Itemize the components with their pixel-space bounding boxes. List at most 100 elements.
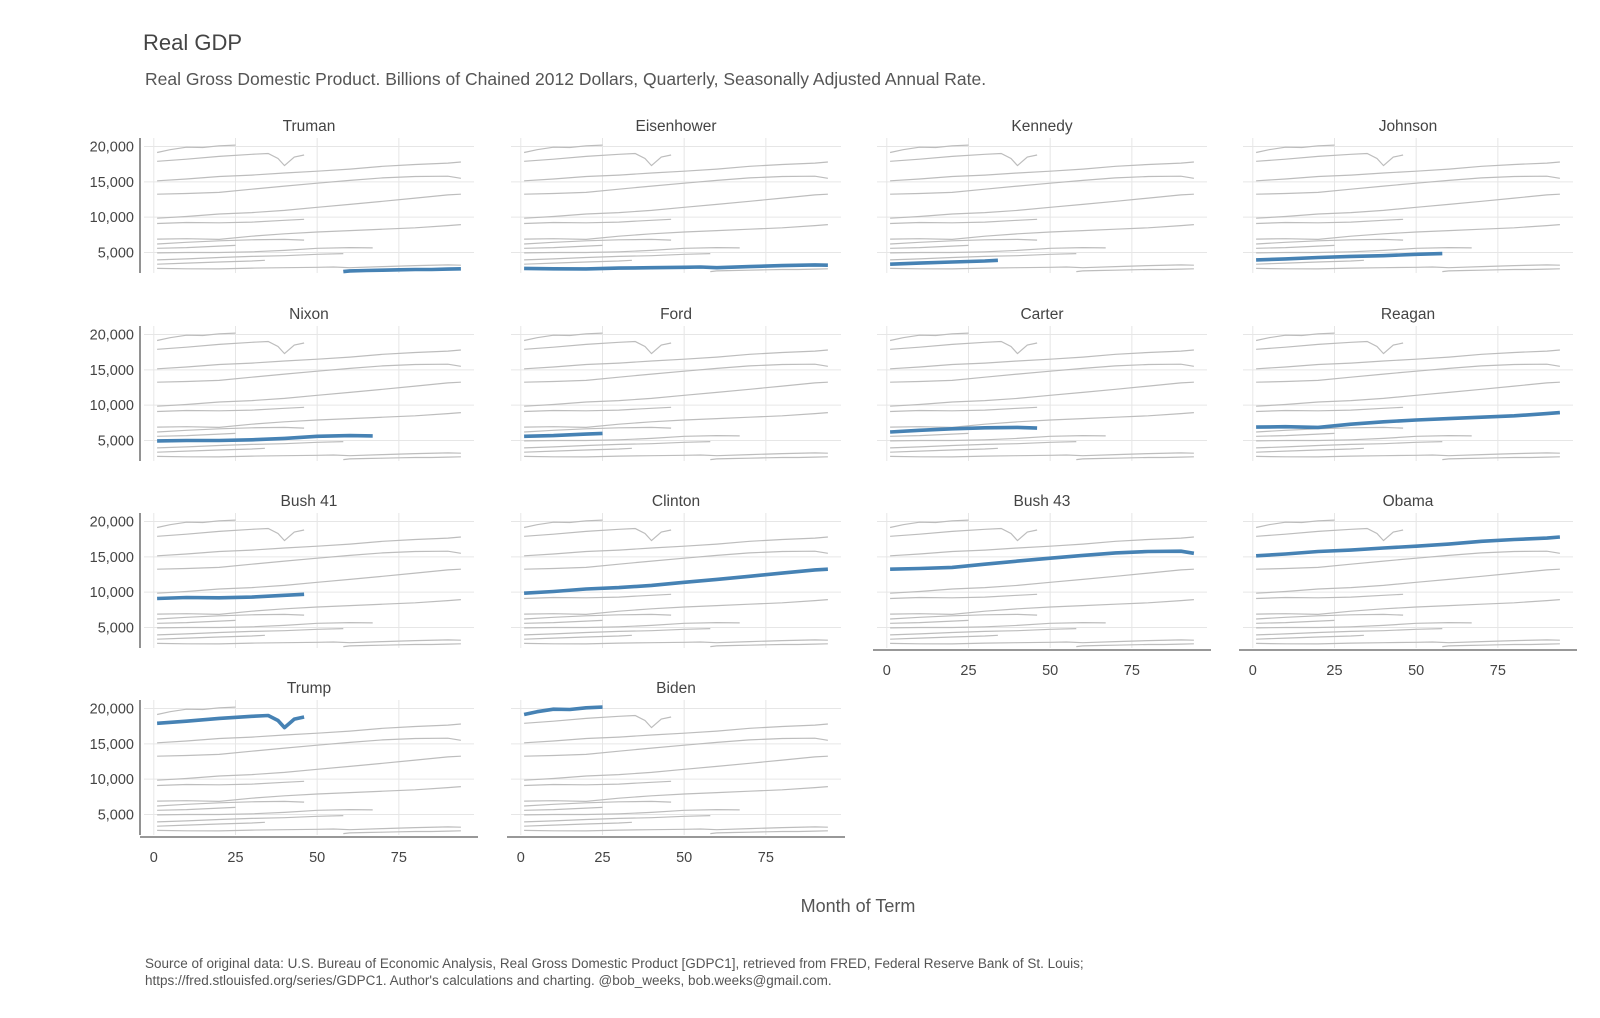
context-line-johnson: [524, 441, 711, 449]
context-line-johnson: [524, 253, 711, 261]
context-line-bush-41: [524, 406, 672, 413]
context-line-eisenhower: [1256, 264, 1560, 270]
context-line-bush-41: [1256, 218, 1404, 225]
context-line-truman: [343, 456, 461, 461]
context-line-kennedy: [1256, 634, 1364, 640]
context-line-trump: [1256, 340, 1404, 355]
context-line-johnson: [524, 815, 711, 823]
context-line-carter: [157, 238, 305, 245]
context-line-trump: [890, 152, 1038, 167]
context-line-kennedy: [524, 821, 632, 827]
context-line-truman: [1076, 268, 1194, 273]
context-line-bush-41: [524, 218, 672, 225]
context-line-johnson: [1256, 441, 1443, 449]
y-tick-label: 10,000: [90, 398, 134, 414]
context-line-carter: [157, 613, 305, 620]
context-line-carter: [1256, 613, 1404, 620]
context-line-biden: [1255, 144, 1335, 154]
context-line-reagan: [157, 224, 461, 241]
series-line-nixon: [157, 433, 373, 443]
context-line-bush-43: [1256, 363, 1560, 383]
context-line-bush-43: [524, 363, 828, 383]
panel-title-nixon: Nixon: [289, 306, 329, 323]
context-line-clinton: [890, 381, 1194, 407]
panel-eisenhower: Eisenhower: [511, 118, 841, 273]
context-line-bush-41: [524, 780, 672, 787]
context-line-truman: [343, 643, 461, 648]
context-line-kennedy: [157, 447, 265, 453]
context-line-obama: [890, 161, 1194, 182]
context-line-obama: [157, 536, 461, 557]
context-line-bush-43: [1256, 550, 1560, 570]
context-line-reagan: [1256, 599, 1560, 616]
panel-johnson: Johnson: [1243, 118, 1573, 273]
context-line-bush-43: [157, 737, 461, 757]
context-line-johnson: [890, 628, 1077, 636]
context-line-kennedy: [157, 821, 265, 827]
context-line-clinton: [1256, 193, 1560, 219]
context-line-obama: [157, 349, 461, 370]
context-line-reagan: [1256, 224, 1560, 241]
y-tick-label: 5,000: [98, 621, 134, 637]
context-line-kennedy: [890, 634, 998, 640]
series-line-carter: [889, 425, 1038, 434]
context-line-ford: [157, 244, 236, 249]
context-line-bush-43: [890, 175, 1194, 195]
context-line-bush-41: [890, 218, 1038, 225]
context-line-nixon: [1256, 246, 1472, 254]
context-line-carter: [524, 613, 672, 620]
context-line-reagan: [157, 412, 461, 429]
panel-title-bush-41: Bush 41: [281, 493, 338, 510]
x-tick-label: 0: [883, 663, 891, 679]
context-line-kennedy: [1256, 447, 1364, 453]
panel-title-johnson: Johnson: [1379, 118, 1438, 135]
caption-line-2: https://fred.stlouisfed.org/series/GDPC1…: [145, 973, 832, 988]
context-line-clinton: [524, 193, 828, 219]
x-tick-label: 50: [676, 850, 692, 866]
context-line-eisenhower: [524, 826, 828, 832]
y-tick-label: 15,000: [90, 550, 134, 566]
context-line-johnson: [890, 441, 1077, 449]
context-line-trump: [890, 340, 1038, 355]
panel-title-ford: Ford: [660, 306, 692, 323]
panel-title-truman: Truman: [283, 118, 336, 135]
x-tick-label: 25: [1326, 663, 1342, 679]
context-line-carter: [157, 800, 305, 807]
context-line-biden: [889, 332, 969, 342]
x-tick-label: 50: [1408, 663, 1424, 679]
context-line-trump: [1256, 152, 1404, 167]
context-line-truman: [710, 268, 828, 273]
context-line-ford: [524, 244, 603, 249]
context-line-biden: [156, 706, 236, 716]
context-line-trump: [157, 152, 305, 167]
y-tick-label: 5,000: [98, 808, 134, 824]
context-line-carter: [157, 426, 305, 433]
x-tick-label: 75: [1490, 663, 1506, 679]
context-line-eisenhower: [524, 452, 828, 458]
panel-title-reagan: Reagan: [1381, 306, 1435, 323]
context-line-trump: [524, 714, 672, 729]
context-line-nixon: [890, 434, 1106, 442]
x-tick-label: 75: [758, 850, 774, 866]
context-line-nixon: [524, 434, 740, 442]
context-line-reagan: [890, 412, 1194, 429]
source-caption: Source of original data: U.S. Bureau of …: [145, 955, 1345, 989]
context-line-clinton: [524, 381, 828, 407]
x-tick-label: 25: [594, 850, 610, 866]
context-line-reagan: [524, 224, 828, 241]
context-line-clinton: [1256, 381, 1560, 407]
context-line-reagan: [524, 786, 828, 803]
context-line-trump: [524, 340, 672, 355]
context-line-ford: [890, 244, 969, 249]
panel-ford: Ford: [511, 306, 841, 461]
y-tick-label: 5,000: [98, 434, 134, 450]
context-line-kennedy: [524, 634, 632, 640]
panel-title-bush-43: Bush 43: [1014, 493, 1071, 510]
context-line-bush-41: [890, 593, 1038, 600]
context-line-eisenhower: [890, 639, 1194, 645]
context-line-bush-41: [157, 780, 305, 787]
context-line-obama: [524, 536, 828, 557]
context-line-biden: [156, 144, 236, 154]
panel-title-eisenhower: Eisenhower: [636, 118, 717, 135]
panel-title-obama: Obama: [1383, 493, 1434, 510]
